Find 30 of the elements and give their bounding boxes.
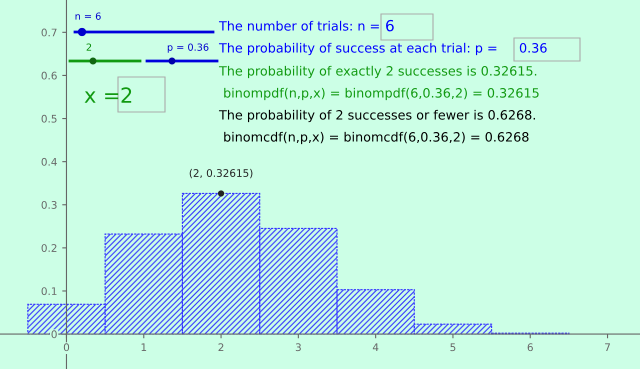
annotation: 0.36: [520, 43, 547, 53]
annotation: n = 6: [76, 12, 101, 20]
annotation: (2, 0.32615): [190, 168, 252, 178]
x-tick-label: 4: [372, 343, 378, 352]
y-tick-label: 0: [52, 330, 57, 338]
annotation: binompdf(n,p,x) = binompdf(6,0.36,2) = 0.32615: [224, 88, 539, 100]
x-tick-label: 7: [605, 343, 610, 352]
annotation: 2: [86, 43, 92, 51]
y-tick-label: 0.1: [42, 287, 56, 296]
x-tick-label: 5: [450, 343, 456, 352]
y-tick-label: 0.3: [42, 200, 57, 209]
annotation: The number of trials: n =: [218, 20, 379, 31]
y-tick-label: 0.6: [42, 72, 57, 80]
y-tick-label: 0.7: [42, 28, 57, 36]
x-tick-label: 1: [142, 343, 146, 352]
annotation: binomcdf(n,p,x) = binomcdf(6,0.36,2) = 0.6268: [224, 132, 529, 144]
x-tick-label: 3: [296, 343, 301, 352]
annotation: 6: [386, 20, 394, 32]
y-tick-label: 0.4: [42, 158, 57, 166]
annotation: x =: [84, 91, 118, 103]
y-tick-label: 0.2: [42, 244, 56, 252]
annotation: The probability of exactly 2 successes is 0.32615.: [218, 66, 536, 78]
x-tick-label: 0: [64, 343, 70, 352]
annotation: 2: [122, 87, 132, 103]
y-tick-label: 0.5: [42, 114, 57, 123]
x-tick-label: 6: [528, 343, 533, 352]
annotation: The probability of success at each trial: p =: [218, 42, 496, 56]
annotation: The probability of 2 successes or fewer is 0.6268.: [218, 110, 535, 122]
x-tick-label: 2: [218, 343, 224, 352]
annotation: p = 0.36: [168, 43, 208, 53]
